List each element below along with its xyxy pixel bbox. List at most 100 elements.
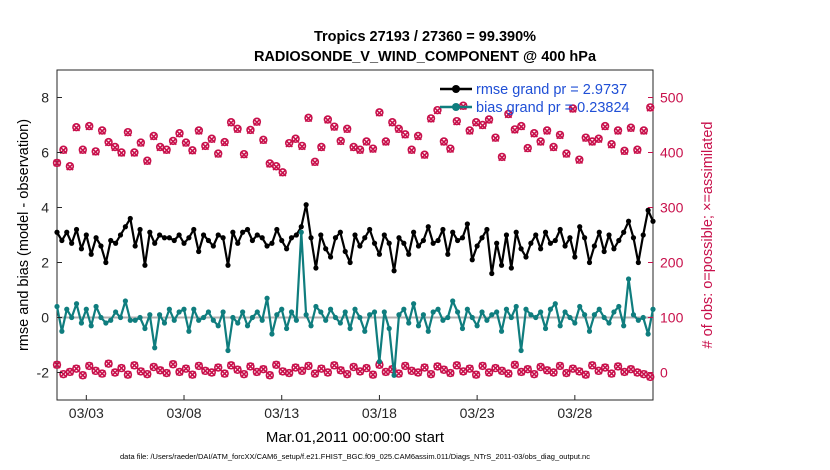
obs-lower-assimilated-marker	[195, 362, 203, 370]
obs-lower-assimilated-marker	[124, 370, 132, 379]
rmse-point	[518, 246, 524, 252]
rmse-point	[132, 243, 138, 249]
obs-lower-assimilated-marker	[272, 361, 281, 369]
obs-upper-possible-marker	[168, 136, 178, 146]
bias-point	[196, 317, 202, 323]
rmse-point	[367, 226, 373, 233]
obs-upper-possible-marker	[607, 140, 616, 149]
obs-lower-assimilated-marker	[420, 363, 429, 372]
bias-point	[557, 323, 563, 329]
obs-lower-possible-marker	[181, 364, 191, 373]
obs-lower-possible-marker	[401, 361, 410, 371]
obs-lower-assimilated-marker	[601, 363, 609, 372]
obs-lower-assimilated-marker	[485, 368, 493, 377]
obs-upper-possible-marker	[452, 116, 462, 126]
obs-upper-possible-marker	[278, 168, 287, 177]
obs-upper-possible-marker	[439, 137, 449, 146]
obs-lower-possible-marker	[162, 368, 171, 378]
rmse-point	[523, 254, 529, 260]
obs-upper-assimilated-marker	[143, 157, 152, 166]
obs-lower-assimilated-marker	[511, 361, 519, 369]
bias-point	[108, 317, 114, 323]
obs-upper-possible-marker	[59, 145, 68, 154]
obs-upper-possible-marker	[542, 126, 552, 135]
bias-point	[562, 309, 568, 315]
obs-lower-possible-marker	[284, 368, 294, 378]
obs-upper-assimilated-marker	[246, 126, 255, 135]
rmse-point	[127, 215, 133, 222]
rmse-point	[552, 237, 558, 244]
bias-point	[240, 309, 246, 315]
obs-lower-possible-marker	[317, 364, 326, 373]
rmse-point	[469, 257, 475, 263]
obs-lower-assimilated-marker	[117, 364, 126, 372]
obs-upper-assimilated-marker	[498, 153, 506, 162]
bias-point	[127, 317, 133, 323]
obs-upper-possible-marker	[181, 138, 191, 147]
obs-lower-assimilated-marker	[472, 370, 480, 379]
obs-lower-assimilated-marker	[169, 360, 177, 369]
obs-upper-possible-marker	[130, 148, 139, 157]
bias-point	[635, 317, 641, 323]
rmse-point	[313, 265, 319, 271]
obs-upper-assimilated-marker	[85, 122, 94, 131]
obs-lower-possible-marker	[226, 361, 236, 370]
bias-point	[132, 317, 138, 323]
obs-upper-assimilated-marker	[162, 146, 171, 155]
obs-upper-possible-marker	[72, 122, 81, 132]
obs-lower-possible-marker	[478, 361, 487, 371]
bias-point	[430, 309, 436, 315]
obs-lower-possible-marker	[233, 365, 242, 374]
obs-upper-possible-marker	[201, 141, 210, 151]
obs-upper-possible-marker	[97, 126, 107, 135]
bias-point	[469, 314, 475, 321]
y-left-tick-label: 0	[41, 310, 49, 326]
obs-lower-possible-marker	[446, 368, 455, 378]
obs-lower-assimilated-marker	[627, 365, 635, 373]
rmse-point	[200, 232, 207, 238]
obs-upper-possible-marker	[594, 134, 603, 143]
obs-count-group	[52, 101, 655, 382]
rmse-point	[254, 232, 260, 238]
obs-lower-possible-marker	[562, 368, 571, 378]
rmse-point	[235, 240, 241, 246]
obs-upper-possible-marker	[529, 129, 539, 138]
obs-lower-assimilated-marker	[582, 370, 590, 379]
rmse-point	[406, 251, 412, 257]
obs-upper-possible-marker	[426, 114, 436, 123]
obs-lower-assimilated-marker	[336, 366, 345, 375]
rmse-point	[93, 235, 99, 241]
obs-upper-possible-marker	[633, 145, 642, 154]
bias-point	[533, 314, 539, 321]
obs-lower-assimilated-marker	[175, 368, 184, 376]
bias-point	[440, 317, 446, 323]
bias-point	[171, 317, 177, 323]
rmse-point	[586, 259, 593, 266]
rmse-point	[176, 232, 182, 238]
obs-lower-possible-marker	[78, 371, 87, 380]
bias-point	[381, 309, 387, 315]
obs-upper-assimilated-marker	[311, 158, 319, 167]
obs-upper-possible-marker	[214, 149, 223, 158]
obs-upper-possible-marker	[401, 130, 410, 139]
tick-group: -2 0 2 4 6 8 0 100 200 300 400 500 03/03 03/08 03/13 03…	[37, 90, 684, 422]
obs-upper-possible-marker	[297, 141, 307, 151]
obs-lower-assimilated-marker	[240, 370, 248, 378]
rmse-point	[547, 240, 554, 246]
obs-lower-assimilated-marker	[440, 365, 448, 374]
obs-lower-assimilated-marker	[324, 368, 332, 377]
rmse-point	[621, 229, 627, 235]
x-tick-label: 03/23	[460, 405, 495, 421]
rmse-point	[279, 237, 285, 244]
bias-point	[220, 309, 226, 315]
obs-upper-possible-marker	[284, 138, 294, 148]
rmse-point	[430, 240, 436, 246]
obs-lower-assimilated-marker	[395, 369, 403, 378]
rmse-point	[489, 270, 495, 277]
obs-lower-possible-marker	[97, 369, 107, 378]
obs-lower-assimilated-marker	[369, 370, 377, 379]
bias-point	[274, 312, 280, 318]
bias-point	[445, 314, 451, 321]
rmse-point	[88, 251, 94, 257]
rmse-point	[503, 232, 510, 238]
